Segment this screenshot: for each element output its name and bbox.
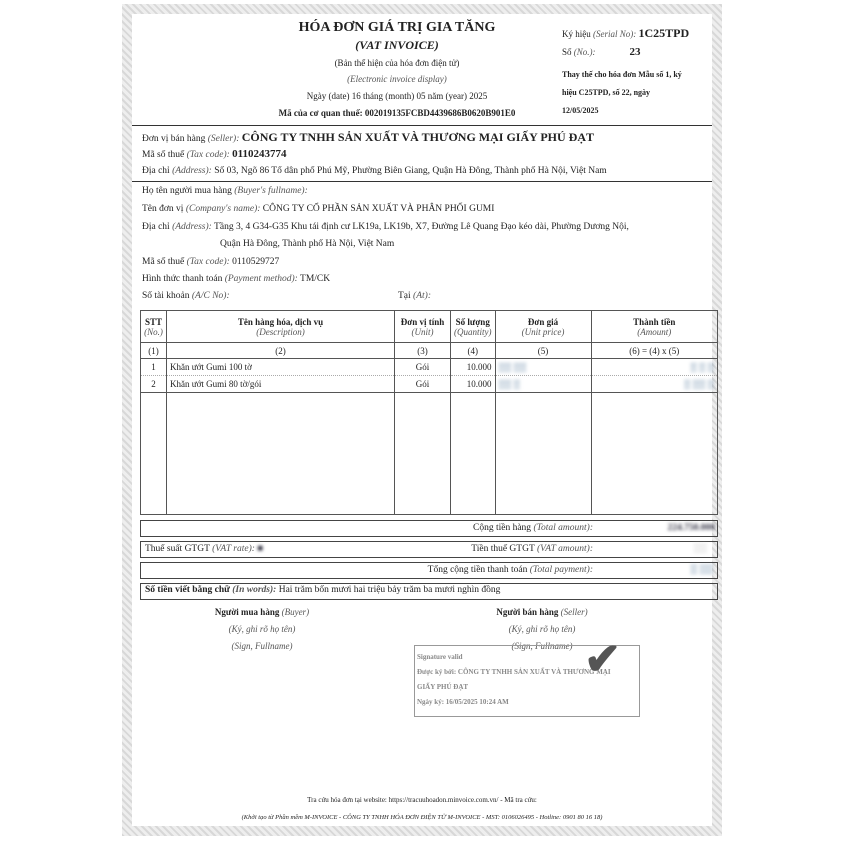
column-numbers: (1) (2) (3) (4) (5) (6) = (4) x (5) — [140, 342, 718, 359]
display-vi: (Bản thể hiện của hóa đơn điện tử) — [334, 58, 460, 68]
total-amount: 224.750.000 — [667, 523, 716, 533]
invoice-frame: HÓA ĐƠN GIÁ TRỊ GIA TĂNG (VAT INVOICE) (… — [122, 4, 722, 836]
col-qty: Số lượng (Quantity) — [450, 310, 496, 343]
display-en: (Electronic invoice display) — [347, 74, 447, 84]
col-unit: Đơn vị tính (Unit) — [394, 310, 451, 343]
col-desc: Tên hàng hóa, dịch vụ (Description) — [166, 310, 395, 343]
col-no: STT (No.) — [140, 310, 167, 343]
account-no: Số tài khoản (A/C No): — [142, 291, 230, 301]
col-price: Đơn giá (Unit price) — [494, 310, 592, 343]
bank-at: Tại (At): — [398, 291, 431, 301]
lookup-info: Tra cứu hóa đơn tại website: https://tra… — [307, 796, 537, 804]
total-amount-row: Cộng tiền hàng (Total amount): 224.750.0… — [140, 520, 718, 537]
total-payment-row: Tổng cộng tiền thanh toán (Total payment… — [140, 562, 718, 579]
buyer-address-2: Quận Hà Đông, Thành phố Hà Nội, Việt Nam — [220, 239, 395, 249]
digital-signature-box: Signature valid Được ký bởi: CÔNG TY TNH… — [414, 635, 640, 717]
buyer-tax-code: Mã số thuế (Tax code): 0110529727 — [142, 257, 280, 267]
invoice-date: Ngày (date) 16 tháng (month) 05 năm (yea… — [306, 91, 488, 101]
seller-tax-code: Mã số thuế (Tax code): 0110243774 — [142, 148, 287, 160]
items-table: STT (No.) Tên hàng hóa, dịch vụ (Descripti… — [140, 310, 718, 515]
invoice-subtitle: (VAT INVOICE) — [355, 38, 439, 52]
seller-address: Địa chỉ (Address): Số 03, Ngõ 86 Tổ dân … — [142, 166, 607, 176]
table-row: 2 Khăn ướt Gumi 80 tờ/gói Gói 10.000 ▒▒ ▒ ▒ ▒… — [140, 375, 718, 393]
buyer-address: Địa chỉ (Address): Tầng 3, 4 G34-G35 Khu… — [142, 222, 629, 232]
serial-no: Ký hiệu (Serial No): 1C25TPD — [562, 26, 690, 40]
invoice-title: HÓA ĐƠN GIÁ TRỊ GIA TĂNG — [298, 20, 496, 35]
payment-method: Hình thức thanh toán (Payment method): T… — [142, 274, 331, 284]
buyer-signature: Người mua hàng (Buyer) (Ký, ghi rõ họ tê… — [214, 607, 310, 651]
generated-by: (Khởi tạo từ Phần mềm M-INVOICE - CÔNG T… — [241, 814, 603, 821]
buyer-company: Tên đơn vị (Company's name): CÔNG TY CỔ … — [142, 204, 495, 214]
in-words-row: Số tiền viết bằng chữ (In words): Hai tr… — [140, 583, 718, 600]
replace-note: Thay thế cho hóa đơn Mẫu số 1, ký hiệu C2… — [562, 70, 682, 115]
invoice-no: Số (No.): 23 — [562, 46, 641, 58]
vat-row: Thuế suất GTGT (VAT rate): ■ Tiền thuế G… — [140, 541, 718, 558]
invoice-page: HÓA ĐƠN GIÁ TRỊ GIA TĂNG (VAT INVOICE) (… — [132, 14, 718, 826]
table-row: 1 Khăn ướt Gumi 100 tờ Gói 10.000 ▒▒ ▒▒ ▒ ▒ ▒ — [140, 358, 718, 376]
seller-name: Đơn vị bán hàng (Seller): CÔNG TY TNHH S… — [142, 130, 595, 144]
checkmark-icon: ✔ — [584, 635, 621, 684]
col-amount: Thành tiền (Amount) — [590, 310, 718, 343]
seller-signature: Người bán hàng (Seller) (Ký, ghi rõ họ t… — [496, 607, 588, 651]
tax-authority-code: Mã của cơ quan thuế: 002019135FCBD443968… — [278, 108, 516, 118]
buyer-fullname: Họ tên người mua hàng (Buyer's fullname)… — [142, 186, 308, 196]
